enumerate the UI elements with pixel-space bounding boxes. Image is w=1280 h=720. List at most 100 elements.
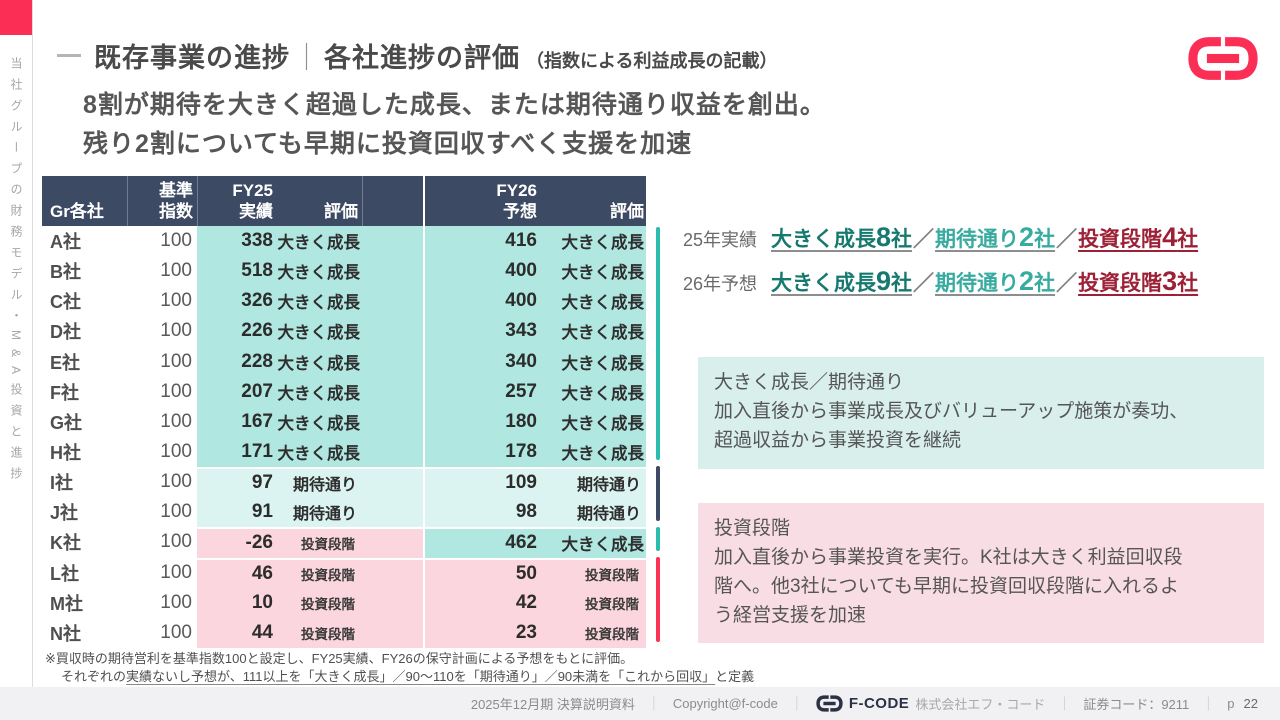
company-cell: E社 — [50, 352, 81, 373]
footer-doc-title: 2025年12月期 決算説明資料 — [470, 697, 635, 712]
fy26-eval-cell: 大きく成長 — [541, 226, 646, 257]
fy26-forecast-cell: 180 — [423, 406, 541, 437]
fy25-actual-cell: 228 — [197, 346, 277, 377]
footer-divider: ｜ — [1201, 695, 1216, 712]
fy26-forecast-cell: 42 — [423, 587, 541, 618]
fy25-eval-cell: 大きく成長 — [277, 406, 362, 437]
header-spacer — [362, 176, 423, 226]
fy25-eval-cell: 大きく成長 — [277, 346, 362, 377]
fy26-eval-cell: 期待通り — [541, 467, 646, 498]
fy25-actual-cell: 167 — [197, 406, 277, 437]
fy25-eval-cell: 投資段階 — [277, 527, 362, 558]
fcode-logo-icon — [1188, 36, 1258, 86]
table-row: B社 100 518 大きく成長 400 大きく成長 — [42, 256, 646, 287]
title-note: （指数による利益成長の記載） — [526, 51, 778, 71]
fy25-eval-cell: 投資段階 — [277, 587, 362, 618]
fy26-eval-cell: 投資段階 — [541, 557, 646, 588]
base-index-cell: 100 — [160, 380, 192, 402]
fy25-eval-cell: 期待通り — [277, 497, 362, 528]
fy25-eval-cell: 大きく成長 — [277, 376, 362, 407]
summary-separator: ／ — [1056, 228, 1078, 251]
spacer-cell — [362, 527, 423, 558]
fy26-eval-cell: 期待通り — [541, 497, 646, 528]
table-row: C社 100 326 大きく成長 400 大きく成長 — [42, 286, 646, 317]
fy26-forecast-cell: 416 — [423, 226, 541, 257]
footer-brand-name: F-CODE — [848, 695, 910, 712]
summary-segment-ontrack: 期待通り2社 — [935, 222, 1056, 252]
fy25-actual-cell: 44 — [197, 617, 277, 648]
header-fy25-eval: 評価 — [324, 202, 358, 221]
fy25-eval-cell: 大きく成長 — [277, 226, 362, 257]
header-company: Gr各社 — [50, 202, 104, 221]
company-cell: H社 — [50, 443, 81, 464]
header-fy26-forecast: FY26 予想 — [423, 176, 541, 226]
company-cell: D社 — [50, 322, 81, 343]
company-cell: M社 — [50, 593, 83, 614]
base-index-cell: 100 — [160, 290, 192, 312]
marker-k-row — [656, 527, 660, 551]
fy26-eval-cell: 大きく成長 — [541, 436, 646, 468]
fy25-actual-cell: 46 — [197, 557, 277, 588]
footnote: ※買収時の期待営利を基準指数100と設定し、FY25実績、FY26の保守計画によ… — [45, 650, 754, 686]
company-cell: B社 — [50, 262, 81, 283]
company-cell: N社 — [50, 623, 81, 644]
fy25-actual-cell: 518 — [197, 256, 277, 287]
base-index-cell: 100 — [160, 441, 192, 463]
table-row: E社 100 228 大きく成長 340 大きく成長 — [42, 346, 646, 377]
title-separator: ｜ — [293, 43, 321, 73]
fy25-eval-cell: 大きく成長 — [277, 316, 362, 347]
footer-page-number: 22 — [1243, 696, 1258, 711]
summary-segment-invest: 投資段階4社 — [1078, 222, 1199, 252]
accent-square — [0, 0, 32, 35]
fy26-forecast-cell: 50 — [423, 557, 541, 588]
summary-segment-ontrack: 期待通り2社 — [935, 266, 1056, 296]
footer-page: p 22 — [1227, 696, 1258, 711]
header-fy25-actual: FY25 実績 — [197, 176, 277, 226]
fy25-actual-cell: 97 — [197, 467, 277, 498]
footer-bar: 2025年12月期 決算説明資料 ｜ Copyright@f-code ｜ F-… — [0, 687, 1280, 720]
table-row: N社 100 44 投資段階 23 投資段階 — [42, 617, 646, 648]
footnote-line-2: それぞれの実績ないし予想が、111以上を「大きく成長」／90～110を「期待通り… — [61, 669, 755, 684]
callout-line: 超過収益から事業投資を継続 — [714, 430, 962, 451]
company-cell: G社 — [50, 412, 83, 433]
fy25-eval-cell: 期待通り — [277, 467, 362, 498]
section-sidebar — [0, 0, 33, 720]
lead-line-1: 8割が期待を大きく超過した成長、または期待通り収益を創出。 — [83, 91, 826, 119]
company-cell: L社 — [50, 563, 79, 584]
spacer-cell — [362, 316, 423, 347]
callout-line: う経営支援を加速 — [714, 605, 867, 626]
spacer-cell — [362, 617, 423, 648]
spacer-cell — [362, 467, 423, 498]
spacer-cell — [362, 346, 423, 377]
fy25-actual-cell: 207 — [197, 376, 277, 407]
footnote-line-1: ※買収時の期待営利を基準指数100と設定し、FY25実績、FY26の保守計画によ… — [45, 651, 634, 666]
page-title: 既存事業の進捗｜各社進捗の評価 （指数による利益成長の記載） — [94, 36, 777, 75]
fy25-eval-cell: 投資段階 — [277, 617, 362, 648]
table-row: J社 100 91 期待通り 98 期待通り — [42, 497, 646, 528]
spacer-cell — [362, 587, 423, 618]
spacer-cell — [362, 286, 423, 317]
lead-message: 8割が期待を大きく超過した成長、または期待通り収益を創出。 残り2割についても早… — [83, 86, 826, 164]
fy26-eval-cell: 大きく成長 — [541, 527, 646, 558]
fy26-forecast-cell: 23 — [423, 617, 541, 648]
base-index-cell: 100 — [160, 531, 192, 553]
summary-segment-invest: 投資段階3社 — [1078, 266, 1199, 296]
fy26-eval-cell: 大きく成長 — [541, 286, 646, 317]
footer-brand: F-CODE 株式会社エフ・コード — [816, 694, 1045, 713]
table-row: I社 100 97 期待通り 109 期待通り — [42, 467, 646, 498]
fy26-eval-cell: 大きく成長 — [541, 316, 646, 347]
title-dash-icon — [57, 54, 81, 57]
marker-growth-group — [656, 227, 660, 460]
summary-separator: ／ — [913, 272, 935, 295]
callout-invest: 投資段階 加入直後から事業投資を実行。K社は大きく利益回収段 階へ。他3社についても… — [698, 503, 1264, 643]
company-cell: I社 — [50, 473, 74, 494]
callout-line: 加入直後から事業成長及びバリューアップ施策が奏功、 — [714, 401, 1189, 422]
fy26-forecast-cell: 98 — [423, 497, 541, 528]
fy26-forecast-cell: 109 — [423, 467, 541, 498]
base-index-cell: 100 — [160, 501, 192, 523]
base-index-cell: 100 — [160, 260, 192, 282]
company-cell: J社 — [50, 503, 79, 524]
fy25-actual-cell: 326 — [197, 286, 277, 317]
callout-line: 大きく成長／期待通り — [714, 372, 905, 393]
fy25-eval-cell: 大きく成長 — [277, 436, 362, 468]
